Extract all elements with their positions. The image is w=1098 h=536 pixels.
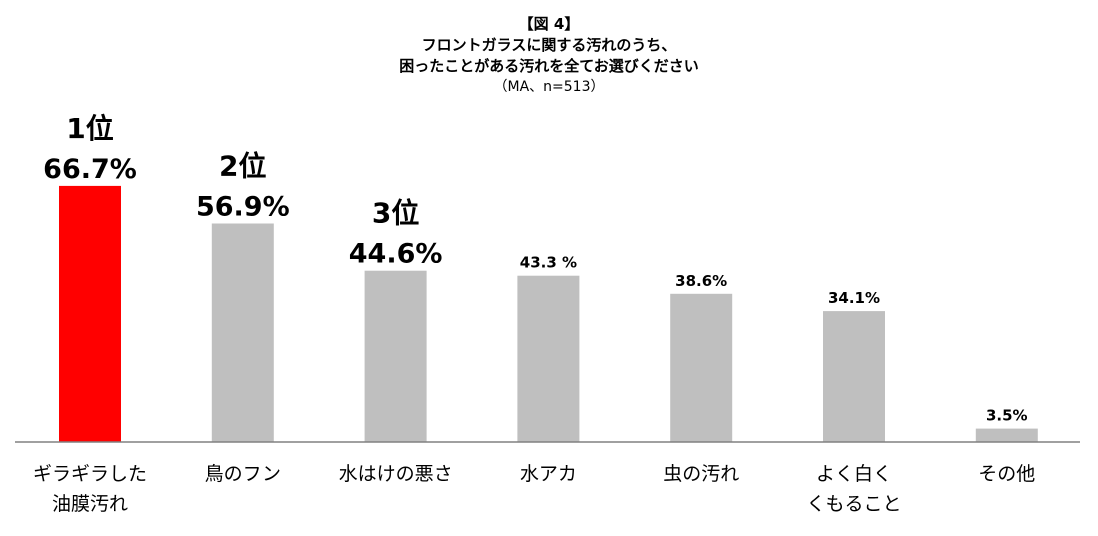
bar-2 (211, 223, 274, 442)
bar-7 (975, 428, 1038, 442)
bar-6 (823, 311, 885, 442)
value-label-7: 3.5% (986, 407, 1028, 425)
chart-title-line-2: フロントガラスに関する汚れのうち、 (421, 36, 677, 54)
category-label-4-line-1: 水アカ (520, 463, 577, 485)
value-label-1: 66.7% (43, 154, 137, 185)
chart-sample-note: （MA、n=513） (493, 79, 605, 95)
value-label-5: 38.6% (675, 272, 727, 290)
chart-title-line-1: 【図 4】 (518, 15, 580, 33)
category-label-1-line-2: 油膜汚れ (52, 493, 128, 515)
rank-label-1: 1位 (66, 112, 113, 145)
category-label-3-line-1: 水はけの悪さ (339, 463, 453, 485)
category-label-2-line-1: 鳥のフン (205, 463, 281, 485)
bar-5 (670, 293, 733, 442)
rank-label-3: 3位 (372, 197, 419, 230)
rank-label-2: 2位 (219, 150, 266, 183)
bar-4 (517, 275, 580, 442)
category-label-7-line-1: その他 (978, 463, 1035, 485)
bar-3 (364, 270, 427, 442)
value-label-6: 34.1% (828, 289, 880, 307)
chart-title-block: 【図 4】 フロントガラスに関する汚れのうち、 困ったことがある汚れを全てお選び… (0, 14, 1098, 98)
category-label-6-line-1: よく白く (816, 463, 892, 485)
category-label-5-line-1: 虫の汚れ (663, 463, 739, 485)
category-label-6-line-2: くもること (806, 493, 901, 515)
chart-title-line-3: 困ったことがある汚れを全てお選びください (399, 57, 699, 75)
value-label-2: 56.9% (196, 192, 290, 223)
bar-1 (59, 185, 121, 442)
category-label-1-line-1: ギラギラした (33, 463, 147, 485)
value-label-4: 43.3 % (520, 254, 577, 272)
value-label-3: 44.6% (349, 239, 443, 270)
